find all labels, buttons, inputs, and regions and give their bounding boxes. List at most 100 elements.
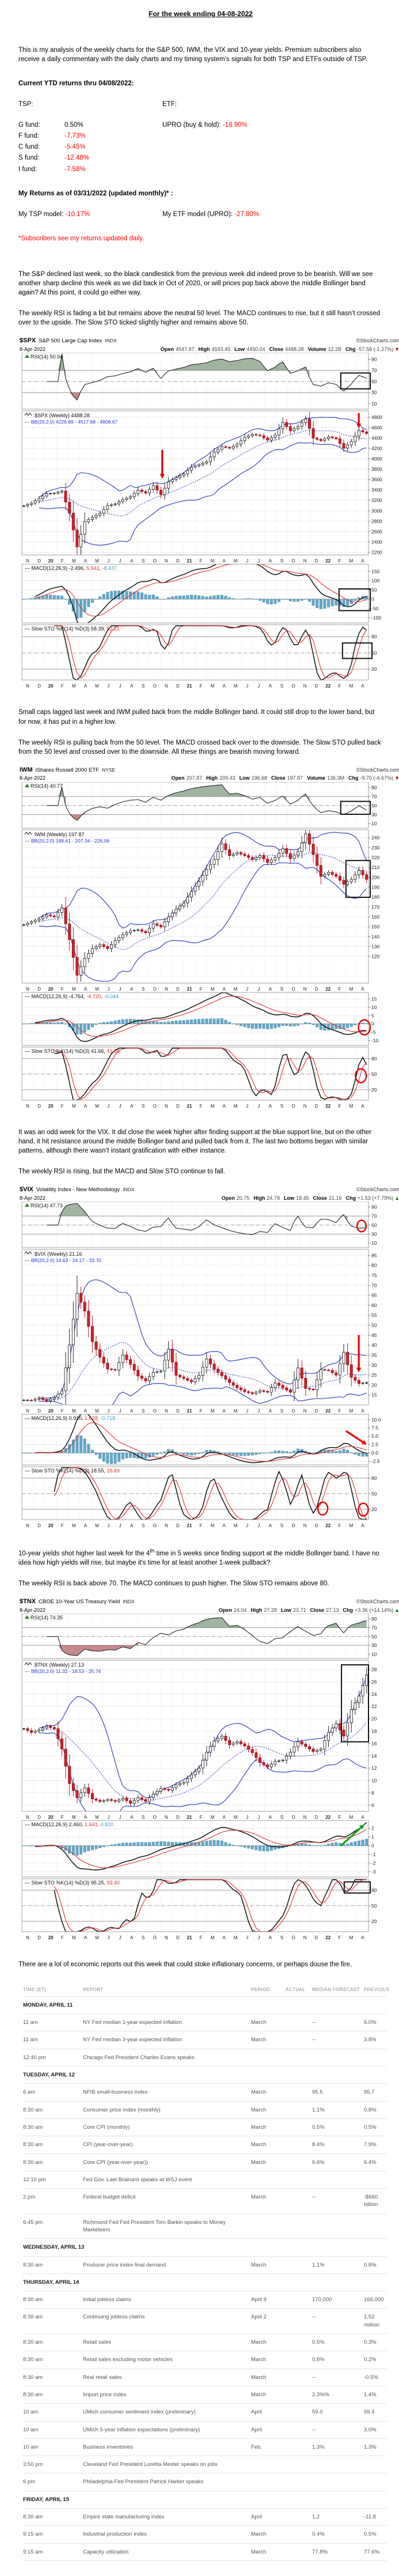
upro-hold-label: UPRO (buy & hold):: [162, 122, 221, 129]
svg-text:O: O: [291, 1104, 295, 1109]
svg-text:M: M: [72, 1408, 76, 1414]
svg-text:— MACD(12,26,9) 0.910, 1.628,: — MACD(12,26,9) 0.910, 1.628, -0.718: [25, 1415, 115, 1421]
fund-row-c: C fund: -5.45%: [18, 143, 86, 151]
svg-text:F: F: [338, 1815, 341, 1820]
svg-text:4800: 4800: [371, 414, 382, 420]
svg-text:S: S: [280, 987, 283, 992]
svg-text:— Slow STO %K(14) %D(3) 58.39,: — Slow STO %K(14) %D(3) 58.39, 52.21: [25, 626, 120, 632]
svg-text:A: A: [130, 1408, 134, 1414]
svg-text:D: D: [315, 1104, 318, 1109]
tsp-model-label: My TSP model:: [18, 210, 64, 218]
svg-text:J: J: [257, 1523, 260, 1528]
svg-text:80: 80: [371, 1056, 377, 1062]
svg-text:70: 70: [371, 1213, 377, 1219]
svg-text:65: 65: [371, 1293, 377, 1298]
tsp-label: TSP:: [18, 101, 33, 108]
svg-text:75: 75: [371, 1272, 377, 1278]
svg-text:20: 20: [371, 1918, 377, 1924]
table-row: 8:30 am Consumer price index (monthly) Mar…: [23, 2102, 387, 2119]
svg-text:F: F: [338, 1408, 341, 1414]
vix-chart-svg: 90 70 50 30 10 85 80 75 70 65 60 55 50 45 40 35 30 25 20 15…: [21, 1201, 381, 1528]
svg-text:0.0: 0.0: [371, 1450, 378, 1456]
svg-text:F: F: [61, 1935, 64, 1940]
svg-text:M: M: [234, 1408, 238, 1414]
tnx-paragraph-2: The weekly RSI is back above 70. The MAC…: [18, 1580, 329, 1588]
svg-text:22: 22: [325, 1104, 330, 1109]
svg-text:F: F: [200, 683, 203, 689]
svg-text:160: 160: [371, 914, 379, 920]
svg-text:S: S: [142, 1408, 145, 1414]
tnx-paragraph-1: 10-year yields shot higher last week for…: [18, 1548, 379, 1567]
svg-text:S: S: [280, 1815, 283, 1820]
svg-text:D: D: [37, 1935, 41, 1940]
svg-text:26: 26: [371, 1679, 377, 1685]
calendar-day-row: WEDNESDAY, APRIL 13: [23, 2239, 387, 2257]
svg-text:J: J: [119, 1935, 121, 1940]
svg-text:M: M: [95, 683, 99, 689]
svg-text:J: J: [108, 987, 110, 992]
svg-text:12: 12: [371, 1766, 377, 1772]
fund-row-g: G fund: 0.50% UPRO (buy & hold): -18.90%: [18, 122, 248, 129]
svg-text:21: 21: [187, 1523, 192, 1528]
svg-text:D: D: [176, 1815, 180, 1820]
table-row: 6 am NFIB small-business index March 95.5 95…: [23, 2084, 387, 2102]
svg-text:50: 50: [371, 1634, 377, 1640]
svg-text:50: 50: [371, 1903, 377, 1909]
svg-text:A: A: [130, 1523, 134, 1528]
svg-text:O: O: [153, 1104, 157, 1109]
svg-text:O: O: [153, 683, 157, 689]
svg-text:N: N: [26, 1523, 29, 1528]
table-row: 8:30 am Empire state manufacturing index A…: [23, 2509, 387, 2526]
calendar-day-row: THURSDAY, APRIL 14: [23, 2274, 387, 2292]
svg-text:-1: -1: [371, 1852, 376, 1857]
svg-text:N: N: [26, 683, 29, 689]
svg-text:RSI(14) 74.35: RSI(14) 74.35: [31, 1615, 63, 1621]
table-row: 8:30 am Producer price index final demand…: [23, 2257, 387, 2274]
fund-row-i: I fund: -7.58%: [18, 165, 86, 173]
svg-text:F: F: [61, 1815, 64, 1820]
svg-text:100: 100: [371, 578, 379, 584]
svg-text:30: 30: [371, 1232, 377, 1237]
svg-text:A: A: [84, 683, 88, 689]
etf-label: ETF:: [162, 101, 177, 108]
svg-text:A: A: [84, 1523, 88, 1528]
svg-text:O: O: [153, 1523, 157, 1528]
svg-text:14: 14: [371, 1753, 377, 1759]
svg-text:J: J: [108, 1408, 110, 1414]
svg-text:20: 20: [371, 1087, 377, 1093]
stockcharts-credit: ©StockCharts.com: [356, 1599, 399, 1605]
svg-text:J: J: [257, 1935, 260, 1940]
svg-text:80: 80: [371, 1475, 377, 1481]
svg-text:A: A: [222, 1523, 226, 1528]
svg-text:N: N: [165, 987, 168, 992]
svg-text:150: 150: [371, 569, 379, 575]
svg-text:230: 230: [371, 845, 379, 851]
svg-text:50: 50: [371, 1222, 377, 1228]
svg-text:D: D: [176, 1935, 180, 1940]
svg-text:F: F: [200, 558, 203, 564]
iwm-chart-svg: 9070503010240230220210200190180170160150…: [21, 781, 379, 1109]
svg-text:20: 20: [371, 1506, 377, 1512]
svg-text:J: J: [119, 1523, 121, 1528]
svg-text:90: 90: [371, 357, 377, 362]
svg-text:50: 50: [371, 379, 377, 384]
svg-text:A: A: [269, 987, 272, 992]
svg-text:J: J: [257, 1104, 260, 1109]
svg-text:240: 240: [371, 835, 379, 841]
svg-text:— MACD(12,26,9) 2.460, 1.641,: — MACD(12,26,9) 2.460, 1.641, 0.820: [25, 1822, 113, 1827]
svg-text:A: A: [130, 558, 134, 564]
svg-text:7.5: 7.5: [371, 1425, 378, 1431]
svg-text:J: J: [119, 558, 121, 564]
svg-text:D: D: [176, 1104, 180, 1109]
svg-text:J: J: [119, 683, 121, 689]
svg-text:40: 40: [371, 1342, 377, 1348]
svg-text:J: J: [119, 1408, 121, 1414]
svg-text:N: N: [303, 1935, 307, 1940]
svg-text:IWM (Weekly) 197.87: IWM (Weekly) 197.87: [35, 832, 84, 837]
svg-text:50: 50: [371, 803, 377, 809]
svg-text:M: M: [95, 1408, 99, 1414]
svg-text:70: 70: [371, 1625, 377, 1631]
svg-text:90: 90: [371, 784, 377, 790]
table-row: 3:50 pm Cleveland Fed President Loretta M…: [23, 2456, 387, 2474]
svg-text:10: 10: [371, 1004, 377, 1010]
